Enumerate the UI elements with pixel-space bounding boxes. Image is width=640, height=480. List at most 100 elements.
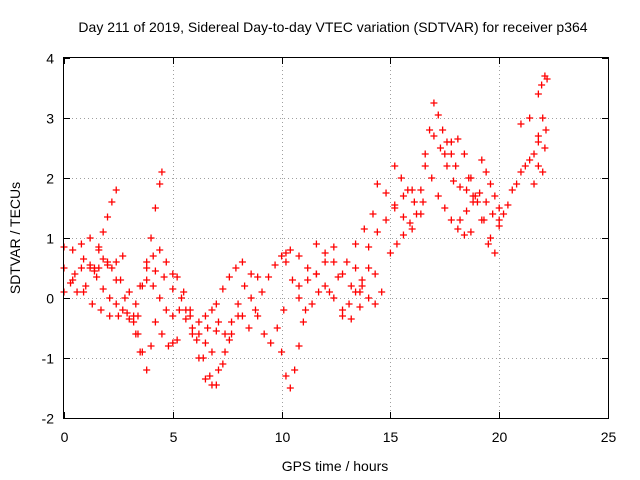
data-point	[195, 354, 203, 362]
data-point	[482, 198, 490, 206]
data-point	[151, 204, 159, 212]
y-tick-label: -2	[42, 411, 55, 427]
data-point	[371, 270, 379, 278]
data-point	[486, 234, 494, 242]
data-point	[77, 264, 85, 272]
data-point	[454, 135, 462, 143]
x-axis-label: GPS time / hours	[282, 458, 389, 474]
data-point	[156, 180, 164, 188]
data-point	[160, 273, 168, 281]
data-point	[430, 132, 438, 140]
data-point	[178, 294, 186, 302]
data-point	[542, 126, 550, 134]
data-point	[225, 273, 233, 281]
data-point	[195, 318, 203, 326]
data-point	[271, 261, 279, 269]
data-point	[114, 312, 122, 320]
data-point	[212, 327, 220, 335]
data-point	[315, 288, 323, 296]
data-point	[347, 315, 355, 323]
data-point	[345, 300, 353, 308]
series-arc-30	[417, 99, 460, 194]
data-point	[134, 312, 142, 320]
data-point	[212, 300, 220, 308]
x-tick-label: 20	[492, 429, 508, 445]
data-point	[295, 282, 303, 290]
data-point	[169, 285, 177, 293]
data-point	[419, 198, 427, 206]
data-point	[465, 174, 473, 182]
data-point	[158, 168, 166, 176]
x-tick-label: 15	[383, 429, 399, 445]
data-point	[97, 306, 105, 314]
data-point	[330, 243, 338, 251]
data-point	[382, 216, 390, 224]
data-point	[232, 264, 240, 272]
data-point	[478, 156, 486, 164]
data-point	[417, 186, 425, 194]
data-point	[500, 210, 508, 218]
data-point	[291, 366, 299, 374]
series-arc-10	[143, 276, 216, 356]
data-point	[93, 273, 101, 281]
data-point	[241, 282, 249, 290]
data-point	[534, 162, 542, 170]
series-arc-24	[339, 264, 379, 320]
data-point	[238, 258, 246, 266]
data-point	[378, 288, 386, 296]
y-tick-label: 2	[46, 171, 54, 187]
data-point	[312, 270, 320, 278]
data-point	[369, 210, 377, 218]
data-point	[104, 213, 112, 221]
data-point	[156, 246, 164, 254]
data-point	[439, 126, 447, 134]
data-point	[347, 282, 355, 290]
data-point	[201, 375, 209, 383]
data-point	[286, 384, 294, 392]
data-point	[495, 222, 503, 230]
data-point	[106, 312, 114, 320]
series-arc-21	[295, 270, 364, 323]
data-point	[123, 309, 131, 317]
data-point	[132, 330, 140, 338]
data-point	[143, 366, 151, 374]
data-point	[225, 336, 233, 344]
data-point	[517, 168, 525, 176]
data-point	[149, 252, 157, 260]
data-point	[454, 225, 462, 233]
data-point	[130, 318, 138, 326]
data-point	[508, 186, 516, 194]
data-point	[295, 294, 303, 302]
data-point	[489, 210, 497, 218]
data-point	[99, 285, 107, 293]
data-point	[282, 372, 290, 380]
data-point	[539, 168, 547, 176]
data-point	[247, 270, 255, 278]
data-point	[358, 282, 366, 290]
data-point	[434, 192, 442, 200]
series-arc-18	[278, 318, 307, 392]
data-point	[175, 306, 183, 314]
x-tick-label: 10	[275, 429, 291, 445]
data-point	[204, 324, 212, 332]
data-point	[143, 264, 151, 272]
data-point	[254, 312, 262, 320]
data-point	[71, 270, 79, 278]
series-arc-14	[201, 270, 262, 338]
data-point	[169, 312, 177, 320]
data-point	[282, 258, 290, 266]
data-point	[421, 162, 429, 170]
series-arc-3	[60, 252, 127, 296]
data-point	[182, 306, 190, 314]
data-point	[221, 330, 229, 338]
data-point	[125, 288, 133, 296]
data-point	[295, 252, 303, 260]
data-point	[467, 228, 475, 236]
data-point	[410, 198, 418, 206]
data-point	[119, 306, 127, 314]
plot-frame	[63, 57, 609, 419]
data-point	[288, 276, 296, 284]
axes: 0 5 10 15 20 25 -2 -1 0 1 2 3 4	[42, 51, 617, 446]
data-point	[136, 282, 144, 290]
data-point	[104, 261, 112, 269]
